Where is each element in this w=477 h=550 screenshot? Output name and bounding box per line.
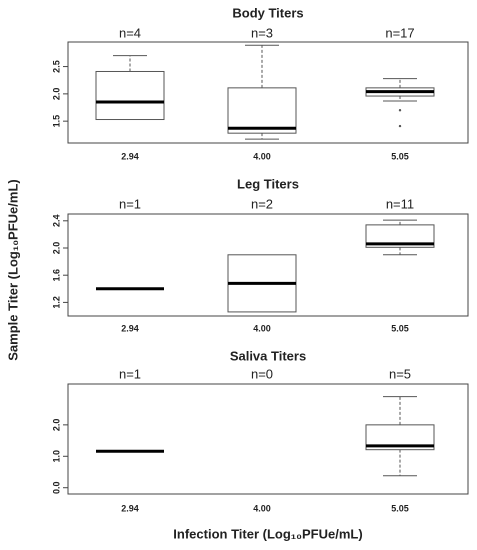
y-tick-label: 0.0	[51, 481, 61, 494]
annotation: n=1	[119, 196, 141, 211]
plot-frame	[67, 213, 469, 317]
y-tick-label: 1.6	[51, 269, 61, 282]
annotation: n=1	[119, 366, 141, 381]
annotation: n=11	[386, 196, 414, 211]
y-tick-label: 2.0	[51, 88, 61, 101]
box	[95, 70, 165, 121]
x-tick-label: 4.00	[253, 323, 271, 333]
annotation: n=0	[251, 366, 273, 381]
box	[227, 87, 297, 134]
annotation: n=5	[389, 366, 411, 381]
plot-frame	[67, 41, 469, 144]
annotation: n=17	[385, 25, 414, 40]
y-tick-label: 2.0	[51, 242, 61, 255]
y-tick-label: 2.5	[51, 60, 61, 73]
chart-title: Leg Titers	[237, 176, 299, 191]
annotation: n=2	[251, 196, 273, 211]
x-tick-label: 5.05	[391, 323, 409, 333]
y-tick-label: 1.2	[51, 296, 61, 309]
x-tick-label: 4.00	[253, 503, 271, 513]
chart-title: Body Titers	[232, 5, 303, 20]
y-tick-label: 1.5	[51, 115, 61, 128]
outlier	[398, 109, 402, 112]
x-tick-label: 5.05	[391, 151, 409, 161]
x-tick-label: 2.94	[121, 323, 139, 333]
x-tick-label: 2.94	[121, 503, 139, 513]
annotation: n=3	[251, 25, 273, 40]
outlier	[398, 124, 402, 128]
x-tick-label: 4.00	[253, 151, 271, 161]
chart-title: Saliva Titers	[230, 348, 306, 363]
y-axis-label: Sample Titer (Log₁₀PFUe/mL)	[5, 179, 20, 360]
plot-frame	[67, 383, 469, 495]
box	[365, 224, 435, 248]
y-tick-label: 1.0	[51, 450, 61, 463]
box	[365, 424, 435, 451]
x-tick-label: 2.94	[121, 151, 139, 161]
x-tick-label: 5.05	[391, 503, 409, 513]
annotation: n=4	[119, 25, 141, 40]
y-tick-label: 2.0	[51, 419, 61, 432]
x-axis-label: Infection Titer (Log₁₀PFUe/mL)	[173, 526, 362, 541]
y-tick-label: 2.4	[51, 215, 61, 228]
